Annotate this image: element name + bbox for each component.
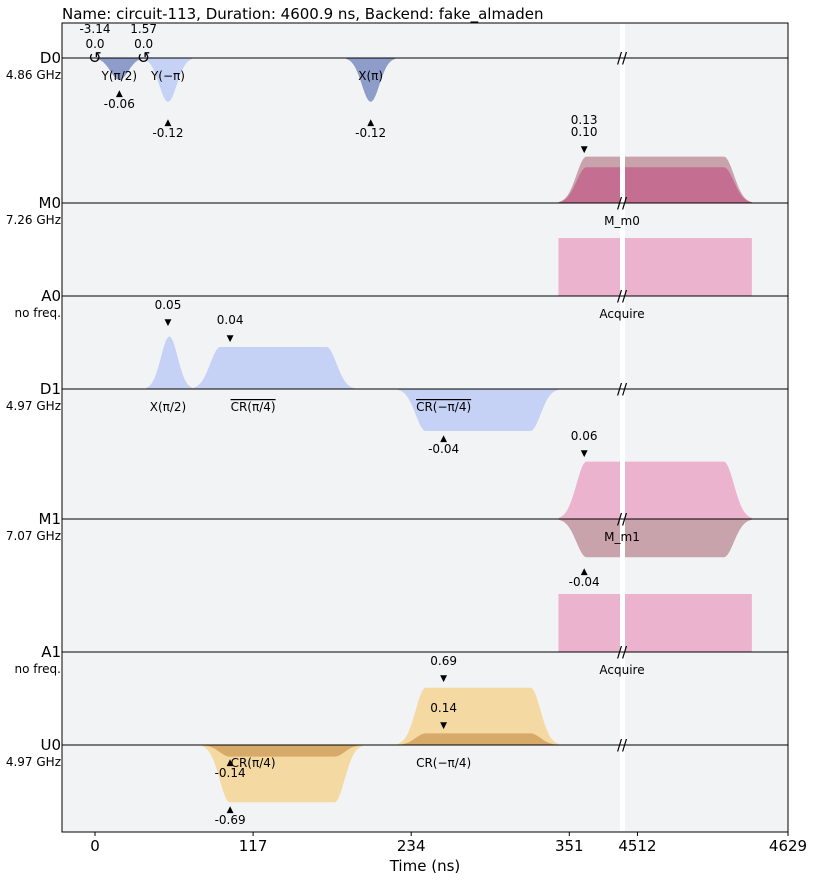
acquire-block-a1 xyxy=(558,594,752,652)
channel-freq-m1: 7.07 GHz xyxy=(6,529,61,543)
channel-baselines xyxy=(62,57,788,746)
gate-label-1: Y(−π) xyxy=(150,69,185,83)
waveform-layer xyxy=(95,24,752,831)
waveform-m0-4 xyxy=(558,167,752,203)
axis-break-mark-d0: // xyxy=(617,49,628,67)
channel-freq-u0: 4.97 GHz xyxy=(6,755,61,769)
amplitude-marker: ▼ xyxy=(165,318,172,328)
axis-break-mark-m0: // xyxy=(617,194,628,212)
axis-break-mark-a0: // xyxy=(617,287,628,305)
waveform-m1-10 xyxy=(558,519,752,558)
waveform-d0-1 xyxy=(143,58,193,102)
gate-label-0: Y(π/2) xyxy=(101,69,138,83)
channel-name-a1: A1 xyxy=(41,643,61,661)
phase-freq-0: 0.0 xyxy=(85,37,104,51)
gate-label-2: X(π) xyxy=(358,69,383,83)
channel-freq-d1: 4.97 GHz xyxy=(6,399,61,413)
axis-break-mark-d1: // xyxy=(617,380,628,398)
channel-name-a0: A0 xyxy=(41,287,61,305)
axis-break-mark-m1: // xyxy=(617,510,628,528)
waveform-d1-7 xyxy=(192,347,355,389)
amplitude-marker: ▲ xyxy=(440,434,447,444)
x-axis: 0 117 234 351 4512 4629 xyxy=(90,832,807,855)
gate-label-5: X(π/2) xyxy=(150,400,187,414)
waveform-u0-15 xyxy=(201,745,363,757)
amplitude-marker: ▼ xyxy=(581,145,588,155)
waveform-u0-13 xyxy=(397,733,559,745)
x-tick-label-351: 351 xyxy=(555,837,584,855)
gate-label-10: CR(π/4) xyxy=(231,756,276,770)
x-tick-label-4512: 4512 xyxy=(618,837,656,855)
amplitude-label-9: -0.04 xyxy=(569,575,600,589)
phase-freq-1: 0.0 xyxy=(134,37,153,51)
amplitude-label-8: 0.06 xyxy=(571,429,598,443)
amplitude-label-6: 0.04 xyxy=(217,313,244,327)
amplitude-marker: ▼ xyxy=(581,449,588,459)
gate-label-8: M_m1 xyxy=(604,530,640,544)
waveform-d0-0 xyxy=(95,58,144,80)
amplitude-label-11: 0.14 xyxy=(430,701,457,715)
channel-name-m1: M1 xyxy=(39,510,62,528)
channel-freq-d0: 4.86 GHz xyxy=(6,68,61,82)
x-axis-label: Time (ns) xyxy=(389,857,461,875)
amplitude-label-7: -0.04 xyxy=(428,442,459,456)
acquire-block-a0 xyxy=(558,238,752,296)
amplitude-marker: ▲ xyxy=(227,805,234,815)
amplitude-label-0: -0.06 xyxy=(104,97,135,111)
axis-break-mark-a1: // xyxy=(617,643,628,661)
gate-label-3: M_m0 xyxy=(604,214,640,228)
gate-label-9: Acquire xyxy=(599,663,644,677)
waveform-d0-2 xyxy=(346,58,395,102)
amplitude-marker: ▲ xyxy=(116,89,123,99)
waveform-d1-6 xyxy=(146,336,193,389)
phase-rotation-icon: ↺ xyxy=(88,48,101,67)
waveform-d1-8 xyxy=(397,389,559,431)
waveform-u0-14 xyxy=(201,745,363,803)
amplitude-label-4: 0.10 xyxy=(571,125,598,139)
amplitude-marker: ▼ xyxy=(227,334,234,344)
channel-name-d1: D1 xyxy=(40,380,61,398)
channel-name-u0: U0 xyxy=(40,736,61,754)
amplitude-label-12: -0.14 xyxy=(215,766,246,780)
channel-freq-a0: no freq. xyxy=(15,306,61,320)
amplitude-marker: ▲ xyxy=(367,118,374,128)
amplitude-marker: ▲ xyxy=(581,567,588,577)
chart-title: Name: circuit-113, Duration: 4600.9 ns, … xyxy=(62,5,544,24)
phase-value-0: -3.14 xyxy=(79,22,110,36)
channel-freq-m0: 7.26 GHz xyxy=(6,213,61,227)
amplitude-label-5: 0.05 xyxy=(155,298,182,312)
amplitude-label-3: 0.13 xyxy=(571,113,598,127)
amplitude-marker: ▲ xyxy=(165,118,172,128)
phase-value-1: 1.57 xyxy=(130,22,157,36)
amplitude-label-13: -0.69 xyxy=(215,813,246,827)
amplitude-marker: ▲ xyxy=(227,758,234,768)
axis-break-gap xyxy=(620,24,625,831)
gate-label-6: CR(π/4) xyxy=(231,400,276,414)
phase-rotation-icon: ↺ xyxy=(137,48,150,67)
channel-freq-a1: no freq. xyxy=(15,662,61,676)
amplitude-label-1: -0.12 xyxy=(152,126,183,140)
x-tick-label-117: 117 xyxy=(239,837,268,855)
gate-label-7: CR(−π/4) xyxy=(416,400,471,414)
amplitude-label-2: -0.12 xyxy=(355,126,386,140)
amplitude-marker: ▼ xyxy=(440,721,447,731)
x-tick-label-4629: 4629 xyxy=(769,837,807,855)
channel-name-m0: M0 xyxy=(39,194,62,212)
waveform-m1-9 xyxy=(558,461,752,519)
amplitude-label-10: 0.69 xyxy=(430,654,457,668)
axis-break-mark-u0: // xyxy=(617,736,628,754)
x-tick-label-0: 0 xyxy=(90,837,100,855)
gate-label-11: CR(−π/4) xyxy=(416,756,471,770)
waveform-u0-12 xyxy=(397,687,559,745)
gate-label-4: Acquire xyxy=(599,307,644,321)
amplitude-marker: ▼ xyxy=(440,674,447,684)
x-tick-label-234: 234 xyxy=(397,837,426,855)
channel-name-d0: D0 xyxy=(40,49,61,67)
